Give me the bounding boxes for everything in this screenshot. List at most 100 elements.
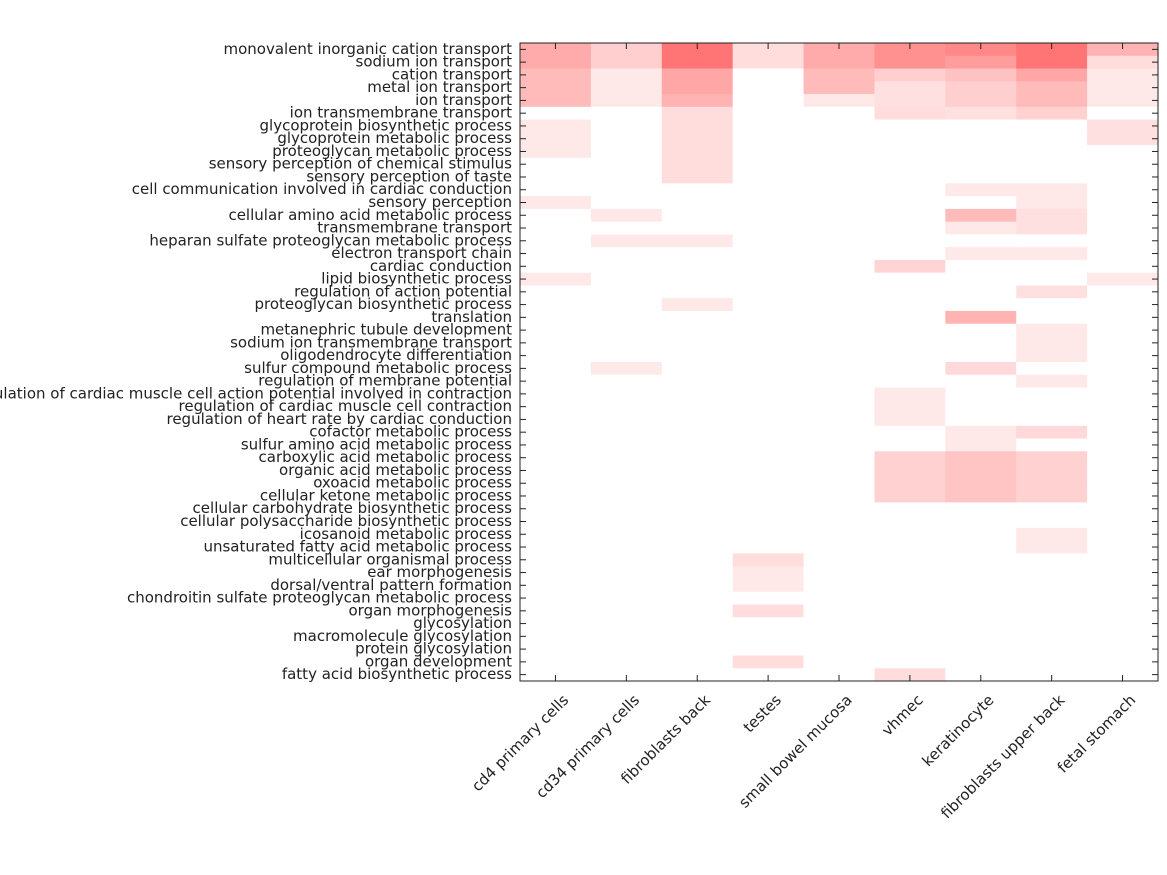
heatmap-cell bbox=[945, 259, 1017, 274]
heatmap-cell bbox=[1087, 221, 1159, 235]
heatmap-cell bbox=[732, 553, 805, 567]
heatmap-cell bbox=[590, 234, 663, 248]
heatmap-cell bbox=[1016, 464, 1088, 478]
heatmap-cell bbox=[1016, 489, 1088, 503]
heatmap-cell bbox=[520, 323, 592, 338]
heatmap-cell bbox=[732, 336, 805, 350]
heatmap-cell bbox=[661, 323, 734, 338]
heatmap-cell bbox=[732, 591, 805, 606]
heatmap-cell bbox=[1016, 617, 1088, 631]
heatmap-cell bbox=[803, 285, 876, 299]
heatmap-cell bbox=[1087, 132, 1159, 146]
heatmap-cell bbox=[590, 578, 663, 593]
heatmap-cell bbox=[590, 400, 663, 414]
row-label: organic acid metabolic process bbox=[279, 461, 512, 479]
column-label: testes bbox=[740, 691, 785, 736]
heatmap-cell bbox=[874, 578, 946, 593]
heatmap-cell bbox=[874, 476, 946, 491]
row-label: icosanoid metabolic process bbox=[300, 525, 513, 543]
heatmap-cell bbox=[945, 285, 1017, 299]
heatmap-cell bbox=[803, 106, 876, 121]
heatmap-cell bbox=[520, 642, 592, 657]
heatmap-cell bbox=[945, 119, 1017, 133]
row-label: regulation of heart rate by cardiac cond… bbox=[166, 410, 512, 428]
heatmap-cell bbox=[661, 145, 734, 159]
heatmap-cell bbox=[1016, 208, 1088, 223]
row-label: oxoacid metabolic process bbox=[313, 474, 512, 492]
heatmap-cell bbox=[661, 578, 734, 593]
heatmap-cell bbox=[945, 208, 1017, 223]
heatmap-cell bbox=[874, 221, 946, 235]
row-label: sulfur amino acid metabolic process bbox=[241, 435, 512, 453]
heatmap-cell bbox=[1087, 578, 1159, 593]
heatmap-cell bbox=[590, 336, 663, 350]
heatmap-cell bbox=[1087, 604, 1159, 618]
heatmap-cell bbox=[732, 400, 805, 414]
heatmap-cell bbox=[590, 157, 663, 172]
heatmap-cell bbox=[732, 81, 805, 95]
heatmap-cell bbox=[520, 196, 592, 210]
heatmap-cell bbox=[661, 196, 734, 210]
heatmap-cell bbox=[520, 55, 592, 70]
heatmap-cell bbox=[661, 310, 734, 325]
heatmap-cell bbox=[803, 145, 876, 159]
row-label: unsaturated fatty acid metabolic process bbox=[203, 538, 512, 556]
heatmap-cell bbox=[803, 55, 876, 70]
heatmap-cell bbox=[874, 362, 946, 376]
heatmap-cell bbox=[1087, 259, 1159, 274]
row-label: transmembrane transport bbox=[317, 219, 512, 237]
heatmap-cell bbox=[590, 298, 663, 312]
heatmap-cell bbox=[520, 119, 592, 133]
row-label: sulfur compound metabolic process bbox=[244, 359, 512, 377]
heatmap-cell bbox=[590, 464, 663, 478]
row-label: electron transport chain bbox=[331, 244, 512, 262]
heatmap-cell bbox=[590, 591, 663, 606]
heatmap-cell bbox=[874, 81, 946, 95]
heatmap-cell bbox=[1087, 336, 1159, 350]
heatmap-cell bbox=[661, 629, 734, 644]
heatmap-cell bbox=[874, 234, 946, 248]
heatmap-cell bbox=[1016, 642, 1088, 657]
heatmap-cell bbox=[661, 234, 734, 248]
heatmap-cell bbox=[874, 604, 946, 618]
heatmap-cell bbox=[520, 464, 592, 478]
heatmap-cell bbox=[661, 55, 734, 70]
heatmap-cell bbox=[945, 591, 1017, 606]
heatmap-cell bbox=[732, 604, 805, 618]
heatmap-cell bbox=[1087, 668, 1159, 682]
heatmap-cell bbox=[874, 642, 946, 657]
heatmap-cell bbox=[1016, 119, 1088, 133]
heatmap-cell bbox=[661, 502, 734, 516]
heatmap-cell bbox=[803, 553, 876, 567]
plot-frame bbox=[519, 42, 1159, 682]
heatmap-cell bbox=[874, 247, 946, 261]
heatmap-cell bbox=[732, 451, 805, 465]
heatmap-cell bbox=[732, 68, 805, 82]
row-label: cofactor metabolic process bbox=[309, 423, 512, 441]
heatmap-cell bbox=[803, 540, 876, 554]
row-label: fatty acid biosynthetic process bbox=[282, 665, 512, 683]
heatmap-cell bbox=[1087, 527, 1159, 542]
heatmap-cell bbox=[520, 43, 592, 57]
heatmap-cell bbox=[803, 655, 876, 669]
row-label: organ morphogenesis bbox=[348, 601, 512, 619]
heatmap-cell bbox=[945, 642, 1017, 657]
heatmap-cell bbox=[803, 438, 876, 452]
heatmap-cell bbox=[520, 145, 592, 159]
heatmap-cell bbox=[1087, 81, 1159, 95]
heatmap-cell bbox=[803, 451, 876, 465]
heatmap-cell bbox=[803, 642, 876, 657]
heatmap-cell bbox=[520, 553, 592, 567]
heatmap-cell bbox=[1016, 336, 1088, 350]
heatmap-cell bbox=[945, 400, 1017, 414]
heatmap-cell bbox=[520, 617, 592, 631]
heatmap-cell bbox=[1016, 157, 1088, 172]
heatmap-cell bbox=[732, 259, 805, 274]
row-label: proteoglycan biosynthetic process bbox=[255, 295, 513, 313]
heatmap-cell bbox=[590, 132, 663, 146]
heatmap-cell bbox=[590, 285, 663, 299]
heatmap-cell bbox=[874, 553, 946, 567]
heatmap-cell bbox=[945, 196, 1017, 210]
heatmap-cell bbox=[520, 438, 592, 452]
heatmap-cell bbox=[1016, 400, 1088, 414]
